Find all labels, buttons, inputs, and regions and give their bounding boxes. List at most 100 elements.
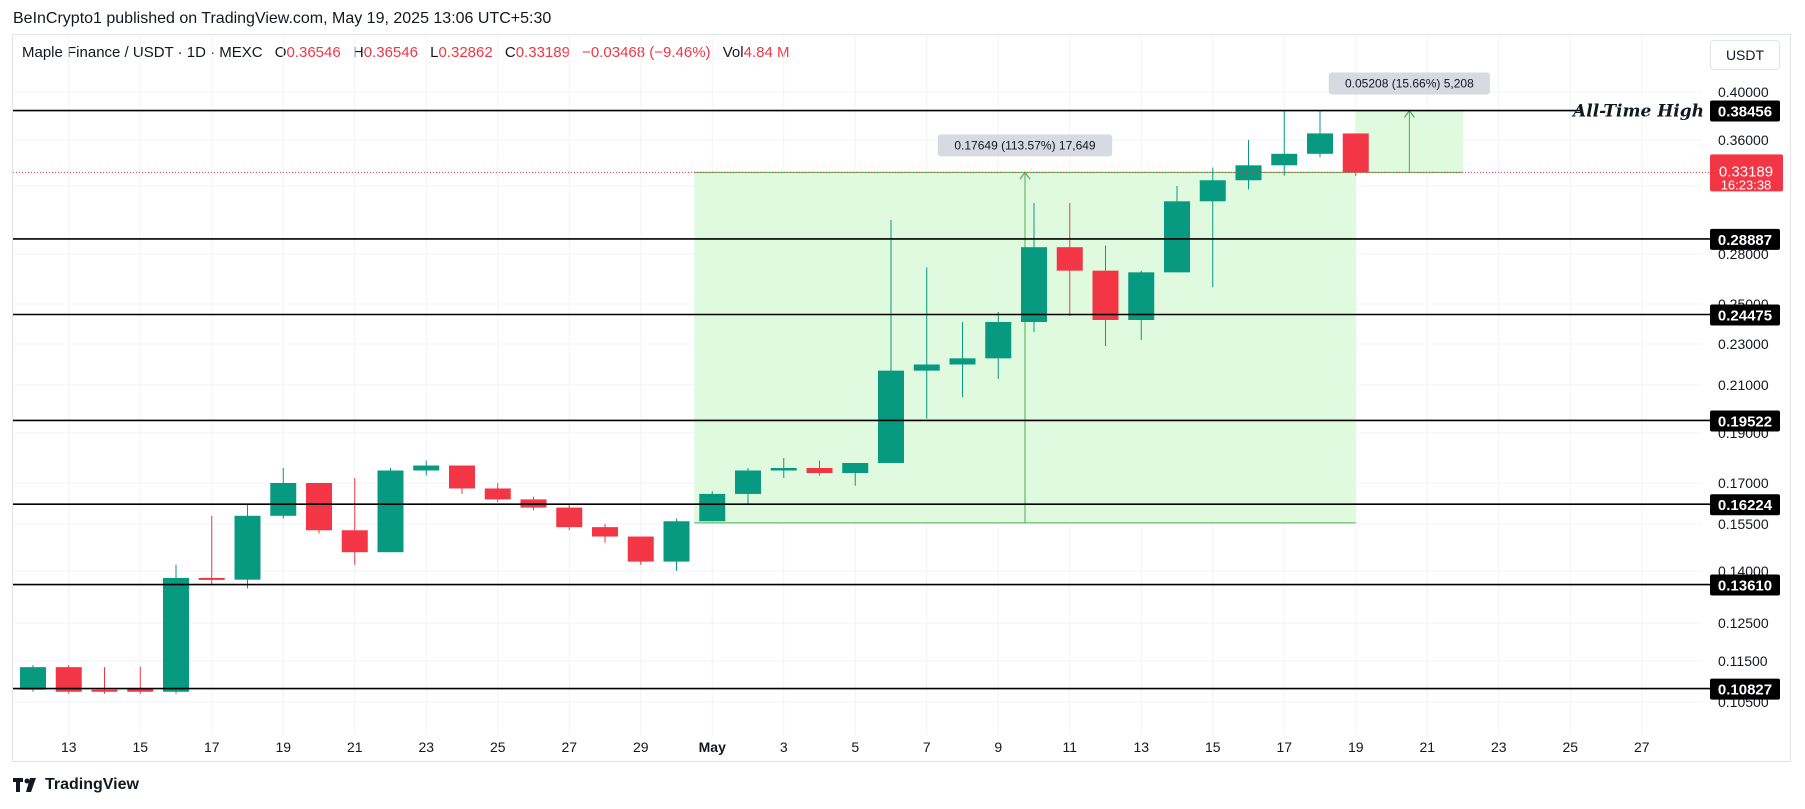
date-tick-label: 11 (1062, 739, 1077, 755)
level-price-badge (1710, 678, 1780, 700)
candle-body (735, 470, 761, 494)
candle-body (91, 689, 118, 692)
candle-body (413, 465, 440, 471)
candle (878, 220, 904, 463)
measure-ranges: 0.17649 (113.57%) 17,649 0.05208 (15.66%)… (694, 72, 1490, 524)
candle-body (663, 521, 690, 562)
candle-body (1342, 133, 1369, 173)
candle (1199, 167, 1226, 288)
level-price-label: 0.24475 (1718, 308, 1772, 325)
date-tick-label: 27 (561, 739, 577, 755)
candle (1342, 133, 1369, 177)
publish-attribution: BeInCrypto1 published on TradingView.com… (13, 10, 552, 27)
date-tick-label: 15 (1205, 739, 1221, 755)
current-price-badge (1710, 154, 1783, 192)
date-tick-label: 17 (204, 739, 220, 755)
date-tick-label: 25 (490, 739, 506, 755)
bar-countdown: 16:23:38 (1721, 177, 1772, 192)
price-tick-label: 0.23000 (1718, 336, 1769, 352)
candle-body (127, 688, 154, 692)
candle (1307, 110, 1333, 158)
candle (163, 564, 189, 694)
candle (699, 491, 726, 522)
level-price-label: 0.16224 (1718, 497, 1773, 514)
candle-body (20, 667, 46, 690)
candle-body (55, 667, 82, 692)
price-tick-label: 0.15500 (1718, 516, 1769, 532)
price-axis[interactable]: 0.400000.360000.320000.280000.250000.230… (1710, 84, 1783, 710)
date-tick-label: 13 (61, 739, 77, 755)
close-label: C (504, 44, 516, 61)
candle-body (234, 515, 261, 580)
candle-body (1271, 153, 1298, 166)
candle-body (1021, 247, 1047, 322)
date-tick-label: 13 (1133, 739, 1149, 755)
candle (341, 478, 368, 565)
date-tick-label: 19 (275, 739, 291, 755)
candle-body (1235, 165, 1262, 181)
candle-body (1092, 270, 1119, 320)
date-tick-label: 7 (923, 739, 931, 755)
date-tick-label: 23 (1491, 739, 1507, 755)
candle-body (1307, 133, 1333, 154)
candle (55, 665, 82, 694)
candle (663, 518, 690, 571)
date-tick-label: May (699, 739, 726, 755)
candle (198, 515, 225, 585)
candle (306, 483, 332, 534)
candle (842, 463, 869, 486)
candle-body (699, 493, 726, 522)
candle-body (878, 370, 904, 463)
candle (985, 312, 1012, 379)
candle (1271, 111, 1298, 176)
candle-body (484, 488, 511, 500)
symbol-title[interactable]: Maple Finance / USDT · 1D · MEXC (22, 44, 263, 61)
time-axis[interactable]: 13 15 17 19 21 23 25 27 29 May 3 5 7 9 11 13 15 17 19 21 23 2… (61, 739, 1650, 755)
level-price-badge (1710, 410, 1780, 432)
candle (1021, 203, 1047, 332)
candle (949, 322, 976, 397)
measure-label: 0.17649 (113.57%) 17,649 (937, 134, 1113, 157)
date-tick-label: 27 (1634, 739, 1650, 755)
level-price-label: 0.10827 (1718, 682, 1772, 699)
level-price-badge (1710, 304, 1780, 326)
tradingview-footer: TradingView (13, 776, 139, 794)
date-tick-label: 21 (347, 739, 363, 755)
candle (449, 465, 475, 494)
tradingview-logo-icon (13, 778, 36, 792)
ath-annotation: All-Time High (1571, 102, 1704, 122)
date-tick-label: 5 (851, 739, 859, 755)
current-price-label: 0.33189 (1719, 163, 1773, 180)
candle (1092, 245, 1119, 347)
candle (127, 666, 154, 694)
open-value: 0.36546 (286, 44, 341, 61)
price-tick-label: 0.21000 (1718, 377, 1769, 393)
level-price-badge (1710, 100, 1780, 122)
candle (913, 267, 940, 419)
candle-body (306, 483, 332, 531)
price-tick-label: 0.36000 (1718, 132, 1769, 148)
candle-body (163, 577, 189, 692)
candle-body (449, 465, 475, 489)
candle-body (556, 507, 583, 528)
candle (627, 536, 654, 565)
candle (270, 468, 297, 519)
measure-label: 0.05208 (15.66%) 5,208 (1328, 72, 1490, 95)
candle-body (949, 358, 976, 365)
candle-body (270, 483, 297, 516)
candle (413, 460, 440, 476)
candle-body (770, 468, 797, 471)
volume-value: 4.84 M (743, 44, 790, 61)
change-value: −0.03468 (−9.46%) (582, 44, 711, 61)
date-tick-label: 15 (132, 739, 148, 755)
date-tick-label: 29 (633, 739, 649, 755)
level-price-label: 0.38456 (1718, 104, 1772, 121)
candle (735, 468, 761, 505)
date-tick-label: 21 (1419, 739, 1435, 755)
candle-body (1056, 247, 1083, 271)
candle (770, 458, 797, 478)
level-price-label: 0.13610 (1718, 578, 1772, 595)
currency-button[interactable]: USDT (1710, 40, 1780, 70)
date-tick-label: 23 (418, 739, 434, 755)
